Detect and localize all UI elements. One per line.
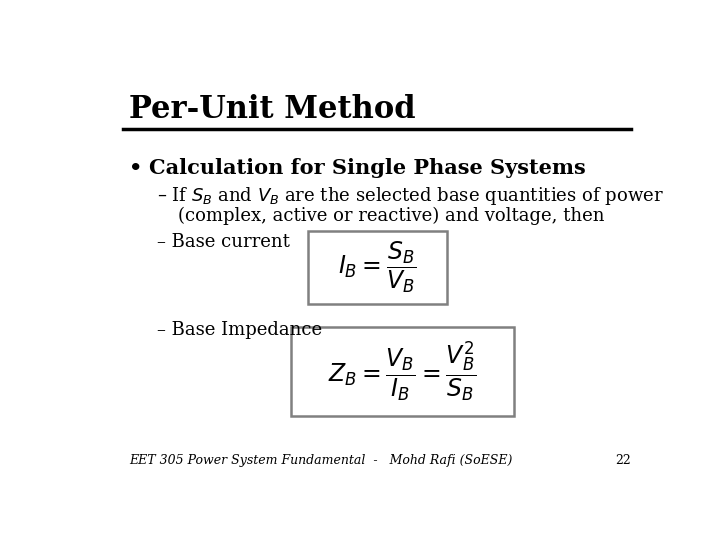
Text: 22: 22: [616, 454, 631, 467]
FancyBboxPatch shape: [291, 327, 514, 416]
FancyBboxPatch shape: [307, 231, 447, 304]
Text: (complex, active or reactive) and voltage, then: (complex, active or reactive) and voltag…: [178, 207, 605, 225]
Text: – If $S_{B}$ and $V_{B}$ are the selected base quantities of power: – If $S_{B}$ and $V_{B}$ are the selecte…: [157, 185, 664, 207]
Text: EET 305 Power System Fundamental  -   Mohd Rafi (SoESE): EET 305 Power System Fundamental - Mohd …: [129, 454, 513, 467]
Text: Calculation for Single Phase Systems: Calculation for Single Phase Systems: [148, 158, 585, 178]
Text: •: •: [129, 158, 143, 178]
Text: $Z_{B} = \dfrac{V_{B}}{I_{B}} = \dfrac{V_{B}^{2}}{S_{B}}$: $Z_{B} = \dfrac{V_{B}}{I_{B}} = \dfrac{V…: [328, 340, 477, 403]
Text: – Base current: – Base current: [157, 233, 290, 251]
Text: Per-Unit Method: Per-Unit Method: [129, 94, 415, 125]
Text: $I_{B} = \dfrac{S_{B}}{V_{B}}$: $I_{B} = \dfrac{S_{B}}{V_{B}}$: [338, 240, 416, 295]
Text: – Base Impedance: – Base Impedance: [157, 321, 322, 339]
